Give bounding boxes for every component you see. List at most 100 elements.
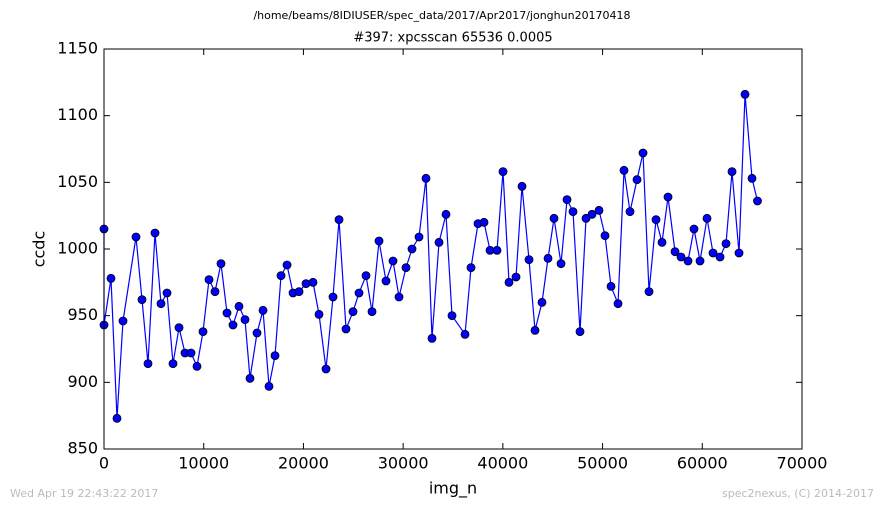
point [156,299,166,309]
point [407,244,417,254]
point [747,173,757,183]
point [530,325,540,335]
point [613,299,623,309]
point [581,213,591,223]
point [394,292,404,302]
point [361,271,371,281]
point [689,224,699,234]
point [276,271,286,281]
point [381,276,391,286]
point [334,215,344,225]
point [517,181,527,191]
point [708,248,718,258]
y-tick-label: 900 [67,372,98,391]
point [174,323,184,333]
point [676,252,686,262]
point [657,237,667,247]
point [234,301,244,311]
point [245,373,255,383]
point [504,277,514,287]
point [367,307,377,317]
point [222,308,232,318]
point [511,272,521,282]
point [441,209,451,219]
point [341,324,351,334]
y-tick-label: 1000 [57,239,98,258]
point [131,232,141,242]
point [524,255,534,265]
point [150,228,160,238]
point [727,167,737,177]
point [240,315,250,325]
point [683,256,693,266]
point [562,195,572,205]
point [721,239,731,249]
point [619,165,629,175]
y-tick-label: 1100 [57,105,98,124]
line [103,94,759,419]
x-axis-label: img_n [429,479,477,499]
point [587,209,597,219]
point [137,295,147,305]
point [447,311,457,321]
point [600,231,610,241]
point [606,281,616,291]
point [651,215,661,225]
point [434,237,444,247]
point [314,309,324,319]
point [498,167,508,177]
point [568,207,578,217]
point [479,217,489,227]
y-tick-label: 1150 [57,39,98,58]
point [210,287,220,297]
y-tick-label: 950 [67,305,98,324]
point [543,253,553,263]
point [258,305,268,315]
point [594,205,604,215]
point [143,359,153,369]
point [670,247,680,257]
point [734,248,744,258]
point [549,213,559,223]
point [695,256,705,266]
point [328,292,338,302]
point [625,207,635,217]
x-tick-label: 60000 [677,454,728,473]
chart-title: #397: xpcsscan 65536 0.0005 [353,31,552,46]
point [162,288,172,298]
point [427,333,437,343]
point [460,329,470,339]
point [321,364,331,374]
point [118,316,128,326]
suptitle: /home/beams/8IDIUSER/spec_data/2017/Apr2… [253,9,630,22]
x-tick-label: 50000 [577,454,628,473]
point [638,148,648,158]
point [663,192,673,202]
point [421,173,431,183]
point [740,89,750,99]
point [270,351,280,361]
point [308,277,318,287]
footer-left: Wed Apr 19 22:43:22 2017 [10,487,158,500]
x-tick-label: 70000 [777,454,828,473]
point [204,275,214,285]
point [186,348,196,358]
point [216,259,226,269]
footer-right: spec2nexus, (C) 2014-2017 [722,487,874,500]
x-tick-label: 40000 [477,454,528,473]
point [644,287,654,297]
point [537,297,547,307]
point [106,273,116,283]
point [556,259,566,269]
point [492,245,502,255]
point [702,213,712,223]
y-axis-label: ccdc [30,231,49,268]
point [112,413,122,423]
y-tick-label: 850 [67,439,98,458]
point [294,287,304,297]
point [414,232,424,242]
point [348,307,358,317]
point [168,359,178,369]
point [354,288,364,298]
